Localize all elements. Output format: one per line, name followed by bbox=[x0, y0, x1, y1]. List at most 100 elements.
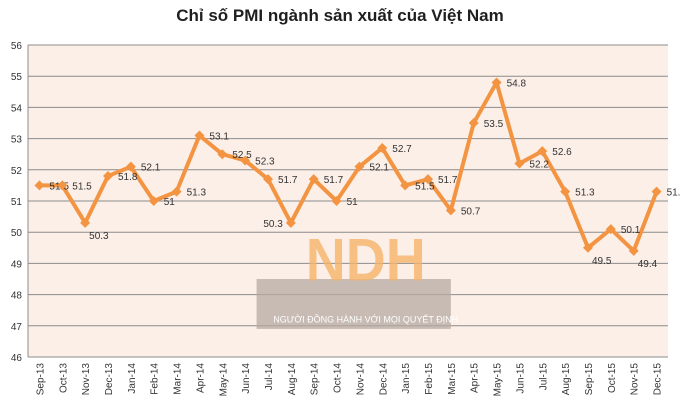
data-label: 51.5 bbox=[415, 181, 435, 192]
data-point bbox=[605, 224, 616, 235]
data-point bbox=[34, 180, 45, 191]
x-tick-label: Nov-14 bbox=[355, 363, 366, 396]
x-tick-label: Sep-15 bbox=[584, 363, 595, 396]
data-point bbox=[171, 186, 182, 197]
data-label: 51.7 bbox=[278, 175, 298, 186]
data-point bbox=[583, 242, 593, 253]
x-tick-label: Mar-15 bbox=[447, 363, 458, 395]
x-tick-label: Jul-15 bbox=[538, 363, 549, 391]
data-point bbox=[445, 205, 456, 216]
data-label: 51 bbox=[164, 197, 176, 208]
y-tick-label: 56 bbox=[11, 41, 23, 52]
x-tick-label: Jun-15 bbox=[515, 363, 526, 394]
data-point bbox=[491, 77, 502, 88]
data-label: 51.3 bbox=[667, 188, 680, 199]
data-point bbox=[354, 161, 365, 172]
x-tick-label: Nov-13 bbox=[81, 363, 92, 396]
x-tick-label: Aug-14 bbox=[287, 363, 298, 396]
data-point bbox=[194, 130, 205, 141]
y-tick-label: 52 bbox=[11, 166, 23, 177]
data-point bbox=[651, 186, 662, 197]
x-tick-label: Jun-14 bbox=[241, 363, 252, 394]
x-tick-label: Oct-13 bbox=[58, 363, 69, 393]
data-label: 52.2 bbox=[529, 160, 549, 171]
data-label: 50.7 bbox=[461, 206, 481, 217]
data-label: 51.7 bbox=[324, 175, 344, 186]
data-point bbox=[400, 180, 411, 191]
x-tick-label: Dec-13 bbox=[104, 363, 115, 396]
data-label: 51.8 bbox=[118, 172, 138, 183]
y-tick-label: 49 bbox=[11, 259, 23, 270]
data-point bbox=[628, 245, 639, 256]
data-label: 51.3 bbox=[575, 188, 595, 199]
chart-title: Chỉ số PMI ngành sản xuất của Việt Nam bbox=[176, 6, 504, 25]
data-point bbox=[423, 174, 433, 185]
data-label: 50.1 bbox=[621, 225, 641, 236]
data-point bbox=[285, 217, 296, 228]
data-label: 52.6 bbox=[552, 147, 572, 158]
data-point bbox=[537, 146, 548, 157]
y-tick-label: 51 bbox=[11, 197, 23, 208]
data-point bbox=[217, 149, 228, 160]
x-tick-label: Jul-14 bbox=[264, 363, 275, 391]
y-tick-label: 47 bbox=[11, 322, 23, 333]
x-tick-label: Jan-15 bbox=[401, 363, 412, 394]
x-tick-label: Jan-14 bbox=[127, 363, 138, 394]
data-point bbox=[125, 161, 136, 172]
y-tick-label: 53 bbox=[11, 135, 23, 146]
data-label: 51.3 bbox=[187, 188, 207, 199]
data-point bbox=[148, 196, 159, 206]
data-label: 51.7 bbox=[438, 175, 458, 186]
data-point bbox=[308, 174, 319, 185]
series-line bbox=[39, 80, 659, 253]
x-tick-label: Oct-14 bbox=[333, 363, 344, 393]
data-point bbox=[377, 142, 388, 153]
y-tick-label: 55 bbox=[11, 72, 23, 83]
x-tick-label: Sep-13 bbox=[35, 363, 46, 396]
data-label: 54.8 bbox=[507, 78, 527, 89]
data-point bbox=[240, 155, 251, 166]
y-tick-label: 48 bbox=[11, 291, 23, 302]
data-point bbox=[57, 180, 68, 191]
watermark-logo: NDH bbox=[306, 227, 426, 294]
data-label: 50.3 bbox=[89, 231, 109, 242]
x-tick-label: Feb-14 bbox=[150, 363, 161, 395]
data-label: 51 bbox=[347, 197, 359, 208]
data-label: 50.3 bbox=[263, 219, 283, 230]
data-label: 53.1 bbox=[209, 131, 229, 142]
data-label: 52.5 bbox=[232, 150, 252, 161]
watermark-band bbox=[256, 279, 451, 329]
data-point bbox=[468, 118, 479, 128]
data-label: 51.5 bbox=[72, 181, 92, 192]
watermark-slogan: NGƯỜI ĐỒNG HÀNH VỚI MỌI QUYẾT ĐỊNH bbox=[273, 314, 458, 325]
data-point bbox=[103, 171, 113, 182]
x-tick-label: Dec-15 bbox=[653, 363, 664, 396]
x-tick-label: Mar-14 bbox=[173, 363, 184, 395]
data-point bbox=[560, 186, 571, 197]
x-tick-label: May-15 bbox=[493, 363, 504, 397]
data-point bbox=[263, 174, 273, 185]
x-tick-label: Apr-14 bbox=[195, 363, 206, 393]
y-tick-label: 46 bbox=[11, 353, 23, 364]
x-tick-label: Oct-15 bbox=[607, 363, 618, 393]
x-tick-label: Dec-14 bbox=[378, 363, 389, 396]
data-label: 52.1 bbox=[369, 163, 389, 174]
x-tick-label: Aug-15 bbox=[561, 363, 572, 396]
data-point bbox=[80, 217, 91, 228]
x-tick-label: Nov-15 bbox=[630, 363, 641, 396]
data-point bbox=[514, 158, 525, 169]
x-tick-label: Apr-15 bbox=[470, 363, 481, 393]
data-point bbox=[331, 196, 342, 206]
data-label: 52.3 bbox=[255, 156, 275, 167]
data-label: 52.7 bbox=[392, 144, 412, 155]
x-tick-label: Sep-14 bbox=[310, 363, 321, 396]
x-tick-label: Feb-15 bbox=[424, 363, 435, 395]
x-tick-label: May-14 bbox=[218, 363, 229, 397]
data-label: 49.5 bbox=[592, 256, 612, 267]
data-label: 49.4 bbox=[638, 259, 658, 270]
y-tick-label: 54 bbox=[11, 103, 23, 114]
data-label: 53.5 bbox=[484, 119, 504, 130]
data-label: 52.1 bbox=[141, 163, 161, 174]
y-tick-label: 50 bbox=[11, 228, 23, 239]
